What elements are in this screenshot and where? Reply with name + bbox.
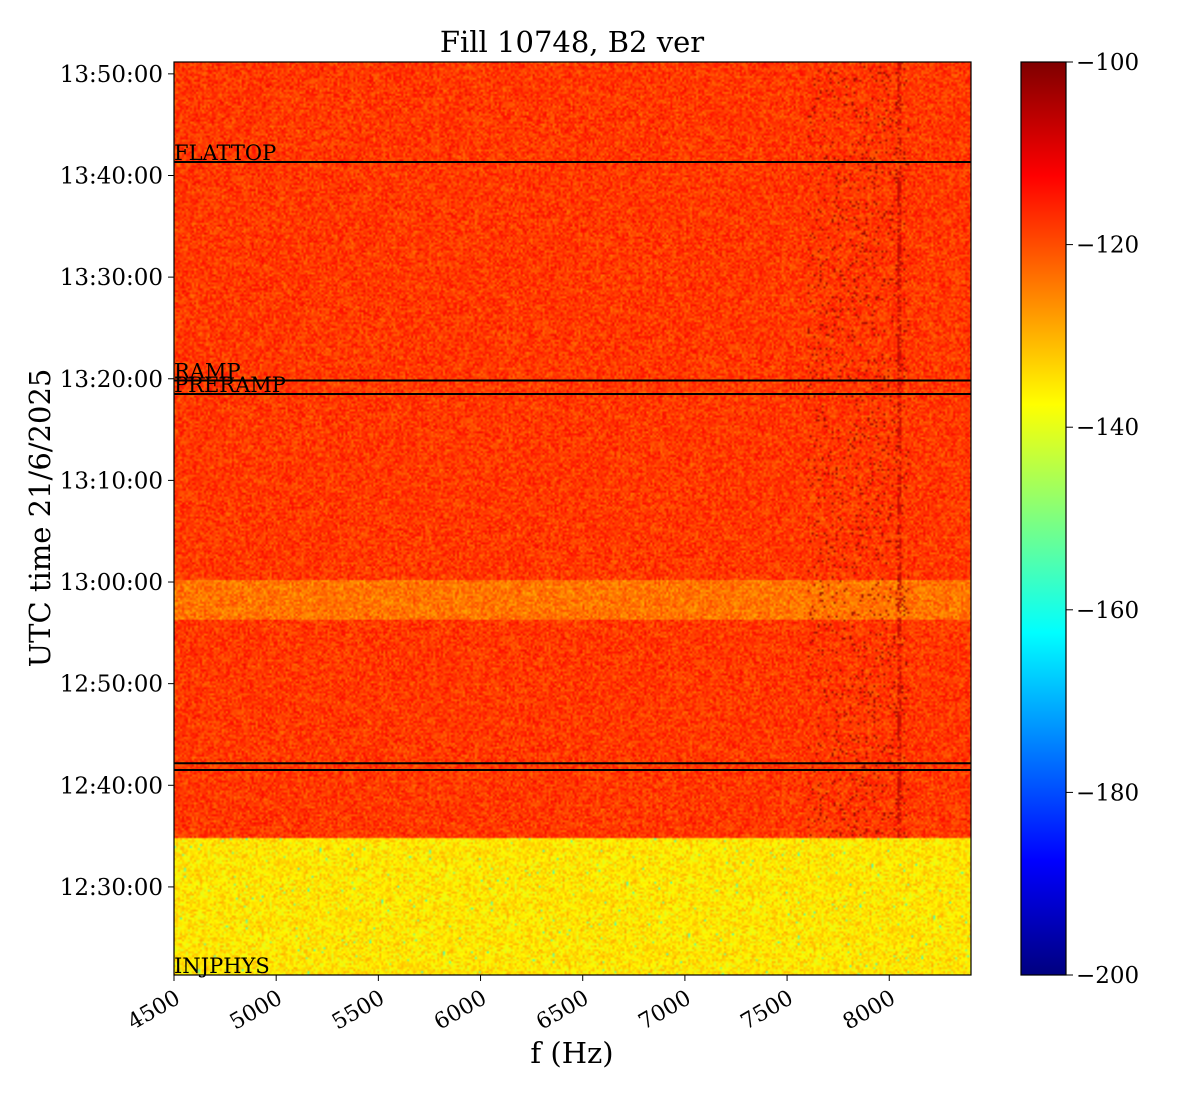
y-tick-label-8: 13:50:00 (60, 62, 163, 88)
chart-title: Fill 10748, B2 ver (440, 25, 704, 59)
y-tick-label-6: 13:30:00 (60, 265, 163, 291)
x-tick-label-2: 5500 (328, 986, 389, 1036)
y-tick-label-1: 12:40:00 (60, 773, 163, 799)
x-tick-label-7: 8000 (839, 986, 900, 1036)
colorbar-tick-label-2: −140 (1076, 415, 1139, 441)
event-label-4: RAMP (174, 359, 241, 383)
y-tick-label-5: 13:20:00 (60, 367, 163, 393)
colorbar-tick-label-0: −100 (1076, 50, 1139, 76)
event-label-0: INJPHYS (174, 954, 270, 978)
y-tick-label-7: 13:40:00 (60, 163, 163, 189)
colorbar-gradient (1020, 61, 1067, 976)
colorbar: −100 −120 −140 −160 −180 −200 (1020, 50, 1139, 989)
x-axis: 4500 5000 5500 6000 6500 7000 7500 8000 (124, 975, 900, 1035)
event-label-5: FLATTOP (174, 141, 276, 165)
plot-frame (173, 61, 972, 976)
colorbar-tick-label-5: −200 (1076, 963, 1139, 989)
colorbar-tick-label-3: −160 (1076, 598, 1139, 624)
x-tick-label-6: 7500 (737, 986, 798, 1036)
y-tick-label-2: 12:50:00 (60, 672, 163, 698)
x-tick-label-1: 5000 (226, 986, 287, 1036)
x-tick-label-4: 6500 (532, 986, 593, 1036)
x-tick-label-0: 4500 (124, 986, 185, 1036)
y-tick-label-3: 13:00:00 (60, 570, 163, 596)
colorbar-tick-label-1: −120 (1076, 233, 1139, 259)
x-tick-label-3: 6000 (430, 986, 491, 1036)
y-tick-label-4: 13:10:00 (60, 468, 163, 494)
y-axis-label: UTC time 21/6/2025 (23, 369, 57, 668)
x-tick-label-5: 7000 (635, 986, 696, 1036)
spectrogram-texture (174, 62, 971, 975)
event-label-3: PRERAMP (174, 373, 286, 397)
y-tick-label-0: 12:30:00 (60, 875, 163, 901)
colorbar-tick-label-4: −180 (1076, 780, 1139, 806)
y-axis: 12:30:00 12:40:00 12:50:00 13:00:00 13:10:00… (60, 62, 174, 901)
x-axis-label: f (Hz) (530, 1036, 613, 1070)
